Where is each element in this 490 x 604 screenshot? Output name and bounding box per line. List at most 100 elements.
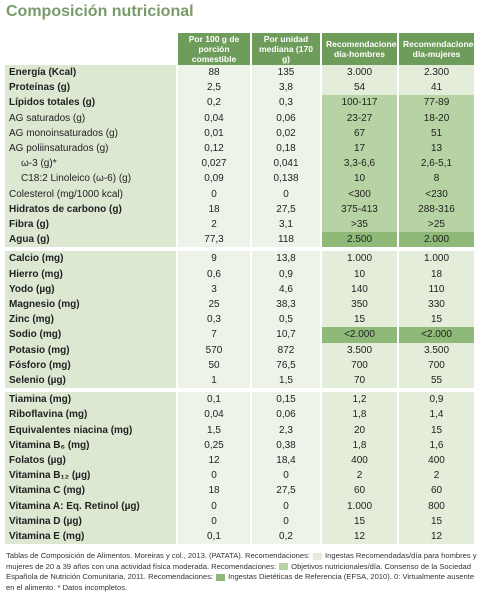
cell-value: 0,12 bbox=[177, 141, 252, 157]
header-cell: Recomendaciones día-mujeres bbox=[398, 33, 476, 65]
table-row: Lípidos totales (g) 0,2 0,3 100-117 77-89 bbox=[5, 95, 476, 111]
table-row: AG saturados (g) 0,04 0,06 23-27 18-20 bbox=[5, 110, 476, 126]
row-label: Calcio (mg) bbox=[5, 251, 178, 267]
cell-value: 3 bbox=[177, 281, 252, 298]
section-gap bbox=[5, 247, 476, 252]
cell-value: 110 bbox=[398, 281, 476, 298]
cell-value: 3,1 bbox=[251, 217, 322, 233]
row-label: Energía (Kcal) bbox=[5, 65, 178, 81]
row-label: Yodo (µg) bbox=[5, 281, 178, 298]
row-label: Equivalentes niacina (mg) bbox=[5, 422, 178, 438]
cell-value: 0,9 bbox=[251, 266, 322, 282]
cell-value: 2,3 bbox=[251, 422, 322, 438]
row-label: Vitamina A: Eq. Retinol (µg) bbox=[5, 498, 178, 514]
table-row: Folatos (µg) 12 18,4 400 400 bbox=[5, 453, 476, 469]
cell-value: 15 bbox=[321, 312, 399, 328]
cell-value: 0,06 bbox=[251, 110, 322, 126]
header-cell: Recomendaciones día-hombres bbox=[321, 33, 399, 65]
cell-value: 23-27 bbox=[321, 110, 399, 126]
cell-value: 0,3 bbox=[177, 312, 252, 328]
table-row: Magnesio (mg) 25 38,3 350 330 bbox=[5, 297, 476, 313]
cell-value: 1.000 bbox=[321, 251, 399, 267]
cell-value: 77,3 bbox=[177, 232, 252, 248]
cell-value: 0,04 bbox=[177, 407, 252, 423]
row-label: Riboflavina (mg) bbox=[5, 407, 178, 423]
cell-value: 0 bbox=[251, 513, 322, 530]
cell-value: 17 bbox=[321, 141, 399, 157]
row-label: Hidratos de carbono (g) bbox=[5, 201, 178, 218]
table-row: Calcio (mg) 9 13,8 1.000 1.000 bbox=[5, 251, 476, 267]
cell-value: 25 bbox=[177, 297, 252, 313]
header-blank bbox=[5, 33, 178, 65]
cell-value: 0,18 bbox=[251, 141, 322, 157]
cell-value: 0,041 bbox=[251, 156, 322, 172]
table-row: Sodio (mg) 7 10,7 <2.000 <2.000 bbox=[5, 327, 476, 343]
cell-value: 330 bbox=[398, 297, 476, 313]
cell-value: 288-316 bbox=[398, 201, 476, 218]
cell-value: 0,2 bbox=[251, 529, 322, 545]
row-label: Vitamina B₆ (mg) bbox=[5, 437, 178, 454]
row-label: Fibra (g) bbox=[5, 217, 178, 233]
section-gap bbox=[5, 388, 476, 393]
table-row: Vitamina E (mg) 0,1 0,2 12 12 bbox=[5, 529, 476, 545]
row-label: Hierro (mg) bbox=[5, 266, 178, 282]
cell-value: 2.300 bbox=[398, 65, 476, 81]
cell-value: 27,5 bbox=[251, 201, 322, 218]
table-row: Hierro (mg) 0,6 0,9 10 18 bbox=[5, 266, 476, 282]
cell-value: 12 bbox=[321, 529, 399, 545]
table-row: AG monoinsaturados (g) 0,01 0,02 67 51 bbox=[5, 125, 476, 142]
table-row: C18:2 Linoleico (ω-6) (g) 0,09 0,138 10 8 bbox=[5, 171, 476, 187]
footnote-text: Tablas de Composición de Alimentos. More… bbox=[6, 551, 311, 560]
cell-value: 67 bbox=[321, 125, 399, 142]
table-body: Energía (Kcal) 88 135 3.000 2.300 Proteínas (… bbox=[5, 65, 476, 545]
row-label: Zinc (mg) bbox=[5, 312, 178, 328]
cell-value: 2 bbox=[321, 468, 399, 484]
cell-value: 15 bbox=[398, 513, 476, 530]
cell-value: >25 bbox=[398, 217, 476, 233]
legend-chip bbox=[313, 552, 323, 560]
cell-value: <300 bbox=[321, 186, 399, 202]
cell-value: 700 bbox=[321, 357, 399, 374]
table-row: Energía (Kcal) 88 135 3.000 2.300 bbox=[5, 65, 476, 81]
row-label: Vitamina C (mg) bbox=[5, 483, 178, 499]
cell-value: 400 bbox=[321, 453, 399, 469]
footnote-text: Ingestas Recomendadas/día para hombres y… bbox=[6, 551, 477, 571]
cell-value: 41 bbox=[398, 80, 476, 96]
cell-value: 4,6 bbox=[251, 281, 322, 298]
row-label: Potasio (mg) bbox=[5, 342, 178, 358]
cell-value: 18 bbox=[177, 483, 252, 499]
cell-value: 350 bbox=[321, 297, 399, 313]
row-label: Vitamina E (mg) bbox=[5, 529, 178, 545]
cell-value: 2.500 bbox=[321, 232, 399, 248]
cell-value: 1,8 bbox=[321, 437, 399, 454]
cell-value: 0,15 bbox=[251, 392, 322, 408]
cell-value: 2,5 bbox=[177, 80, 252, 96]
cell-value: 3.500 bbox=[321, 342, 399, 358]
table-row: Colesterol (mg/1000 kcal) 0 0 <300 <230 bbox=[5, 186, 476, 202]
cell-value: 3,3-6,6 bbox=[321, 156, 399, 172]
gap-cell bbox=[5, 388, 476, 393]
row-label: Folatos (µg) bbox=[5, 453, 178, 469]
cell-value: 0 bbox=[251, 468, 322, 484]
row-label: AG monoinsaturados (g) bbox=[5, 125, 178, 142]
table-row: Vitamina B₁₂ (µg) 0 0 2 2 bbox=[5, 468, 476, 484]
cell-value: 1,4 bbox=[398, 407, 476, 423]
cell-value: 2.000 bbox=[398, 232, 476, 248]
cell-value: 800 bbox=[398, 498, 476, 514]
row-label: Tiamina (mg) bbox=[5, 392, 178, 408]
cell-value: 51 bbox=[398, 125, 476, 142]
cell-value: 0 bbox=[251, 498, 322, 514]
table-row: Agua (g) 77,3 118 2.500 2.000 bbox=[5, 232, 476, 248]
cell-value: 13,8 bbox=[251, 251, 322, 267]
table-row: Vitamina A: Eq. Retinol (µg) 0 0 1.000 800 bbox=[5, 498, 476, 514]
row-label: Fósforo (mg) bbox=[5, 357, 178, 374]
cell-value: 0,06 bbox=[251, 407, 322, 423]
cell-value: 1 bbox=[177, 373, 252, 389]
table-row: Hidratos de carbono (g) 18 27,5 375-413 288-… bbox=[5, 201, 476, 218]
cell-value: 0 bbox=[177, 186, 252, 202]
cell-value: 1,5 bbox=[251, 373, 322, 389]
cell-value: 18 bbox=[398, 266, 476, 282]
cell-value: 10 bbox=[321, 266, 399, 282]
cell-value: 76,5 bbox=[251, 357, 322, 374]
